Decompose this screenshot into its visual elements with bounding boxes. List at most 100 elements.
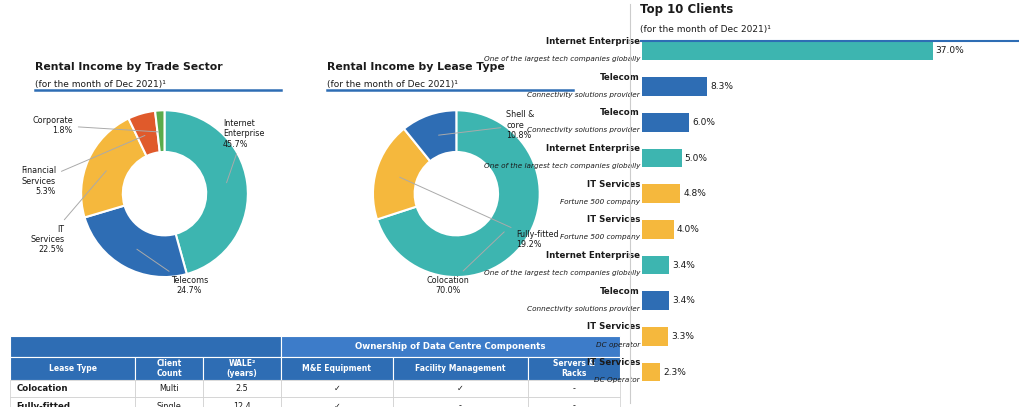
Text: Telecom: Telecom bbox=[600, 108, 640, 117]
Text: Single: Single bbox=[157, 402, 181, 407]
Text: ✓: ✓ bbox=[334, 384, 340, 393]
Text: IT
Services
22.5%: IT Services 22.5% bbox=[31, 171, 106, 254]
FancyBboxPatch shape bbox=[203, 357, 281, 380]
Text: 4.0%: 4.0% bbox=[677, 225, 699, 234]
Text: Connectivity solutions provider: Connectivity solutions provider bbox=[527, 92, 640, 98]
Bar bbox=[642, 327, 669, 346]
Text: 2.5: 2.5 bbox=[236, 384, 249, 393]
Text: IT Services: IT Services bbox=[587, 322, 640, 331]
FancyBboxPatch shape bbox=[393, 357, 528, 380]
Wedge shape bbox=[155, 110, 165, 152]
Text: 4.8%: 4.8% bbox=[683, 189, 706, 198]
Bar bbox=[642, 291, 669, 310]
FancyBboxPatch shape bbox=[10, 357, 135, 380]
FancyBboxPatch shape bbox=[203, 380, 281, 397]
Text: (for the month of Dec 2021)¹: (for the month of Dec 2021)¹ bbox=[327, 80, 458, 89]
Text: Shell &
core
10.8%: Shell & core 10.8% bbox=[438, 110, 535, 140]
Bar bbox=[642, 256, 669, 274]
Text: M&E Equipment: M&E Equipment bbox=[302, 364, 372, 373]
FancyBboxPatch shape bbox=[528, 380, 620, 397]
Text: 8.3%: 8.3% bbox=[711, 82, 733, 91]
Text: Internet Enterprise: Internet Enterprise bbox=[546, 144, 640, 153]
Text: IT Services: IT Services bbox=[587, 358, 640, 367]
Bar bbox=[642, 184, 680, 203]
Text: Corporate
1.8%: Corporate 1.8% bbox=[32, 116, 159, 135]
Text: Lease Type: Lease Type bbox=[49, 364, 97, 373]
Text: DC operator: DC operator bbox=[596, 341, 640, 348]
Text: Financial
Services
5.3%: Financial Services 5.3% bbox=[20, 136, 145, 196]
Text: 12.4: 12.4 bbox=[233, 402, 251, 407]
Wedge shape bbox=[129, 111, 160, 156]
Text: Internet
Enterprise
45.7%: Internet Enterprise 45.7% bbox=[223, 119, 264, 183]
Bar bbox=[642, 113, 689, 131]
Wedge shape bbox=[377, 110, 540, 277]
Text: Telecoms
24.7%: Telecoms 24.7% bbox=[137, 249, 208, 295]
FancyBboxPatch shape bbox=[10, 336, 281, 357]
Text: Telecom: Telecom bbox=[600, 287, 640, 296]
Text: Multi: Multi bbox=[160, 384, 179, 393]
Text: Telecom: Telecom bbox=[600, 72, 640, 82]
Text: 3.3%: 3.3% bbox=[672, 332, 694, 341]
Text: Client
Count: Client Count bbox=[157, 359, 182, 378]
Bar bbox=[642, 42, 933, 60]
FancyBboxPatch shape bbox=[281, 357, 393, 380]
Wedge shape bbox=[85, 206, 186, 277]
FancyBboxPatch shape bbox=[393, 380, 528, 397]
Text: Top 10 Clients: Top 10 Clients bbox=[640, 3, 733, 16]
FancyBboxPatch shape bbox=[135, 397, 203, 407]
Text: Connectivity solutions provider: Connectivity solutions provider bbox=[527, 306, 640, 312]
FancyBboxPatch shape bbox=[528, 397, 620, 407]
Wedge shape bbox=[373, 129, 430, 219]
Text: -: - bbox=[572, 384, 575, 393]
Text: Servers &
Racks: Servers & Racks bbox=[553, 359, 595, 378]
FancyBboxPatch shape bbox=[203, 397, 281, 407]
FancyBboxPatch shape bbox=[10, 380, 135, 397]
Text: 37.0%: 37.0% bbox=[936, 46, 965, 55]
Text: 2.3%: 2.3% bbox=[664, 368, 686, 376]
Text: 3.4%: 3.4% bbox=[672, 296, 695, 305]
Text: Fortune 500 company: Fortune 500 company bbox=[560, 199, 640, 205]
Text: WALE²
(years): WALE² (years) bbox=[226, 359, 257, 378]
Text: 5.0%: 5.0% bbox=[685, 153, 708, 162]
Text: -: - bbox=[572, 402, 575, 407]
FancyBboxPatch shape bbox=[135, 357, 203, 380]
Text: One of the largest tech companies globally: One of the largest tech companies global… bbox=[483, 163, 640, 169]
Text: Fully-fitted: Fully-fitted bbox=[16, 402, 71, 407]
Bar bbox=[642, 77, 708, 96]
FancyBboxPatch shape bbox=[10, 397, 135, 407]
Text: 6.0%: 6.0% bbox=[692, 118, 716, 127]
Text: Facility Management: Facility Management bbox=[415, 364, 506, 373]
Text: Internet Enterprise: Internet Enterprise bbox=[546, 251, 640, 260]
Wedge shape bbox=[165, 110, 248, 274]
Text: 3.4%: 3.4% bbox=[672, 260, 695, 269]
Text: Rental Income by Trade Sector: Rental Income by Trade Sector bbox=[35, 62, 223, 72]
Wedge shape bbox=[81, 118, 146, 217]
FancyBboxPatch shape bbox=[393, 397, 528, 407]
Text: Fortune 500 company: Fortune 500 company bbox=[560, 234, 640, 241]
Text: Ownership of Data Centre Components: Ownership of Data Centre Components bbox=[355, 342, 546, 351]
Text: IT Services: IT Services bbox=[587, 215, 640, 224]
FancyBboxPatch shape bbox=[528, 357, 620, 380]
Text: Colocation: Colocation bbox=[16, 384, 68, 393]
Text: Colocation
70.0%: Colocation 70.0% bbox=[427, 232, 504, 295]
FancyBboxPatch shape bbox=[281, 397, 393, 407]
Bar bbox=[642, 149, 682, 167]
FancyBboxPatch shape bbox=[281, 380, 393, 397]
Text: DC Operator: DC Operator bbox=[594, 377, 640, 383]
Text: (for the month of Dec 2021)¹: (for the month of Dec 2021)¹ bbox=[640, 25, 771, 34]
Text: ✓: ✓ bbox=[457, 384, 464, 393]
FancyBboxPatch shape bbox=[135, 380, 203, 397]
Bar bbox=[642, 220, 674, 239]
Text: (for the month of Dec 2021)¹: (for the month of Dec 2021)¹ bbox=[35, 80, 166, 89]
Text: Connectivity solutions provider: Connectivity solutions provider bbox=[527, 127, 640, 133]
Text: -: - bbox=[459, 402, 462, 407]
FancyBboxPatch shape bbox=[281, 336, 620, 357]
Text: ✓: ✓ bbox=[334, 402, 340, 407]
Text: Internet Enterprise: Internet Enterprise bbox=[546, 37, 640, 46]
Wedge shape bbox=[404, 110, 457, 161]
Text: One of the largest tech companies globally: One of the largest tech companies global… bbox=[483, 270, 640, 276]
Text: IT Services: IT Services bbox=[587, 180, 640, 189]
Text: One of the largest tech companies globally: One of the largest tech companies global… bbox=[483, 56, 640, 62]
Text: Fully-fitted
19.2%: Fully-fitted 19.2% bbox=[399, 177, 559, 249]
Bar bbox=[642, 363, 660, 381]
